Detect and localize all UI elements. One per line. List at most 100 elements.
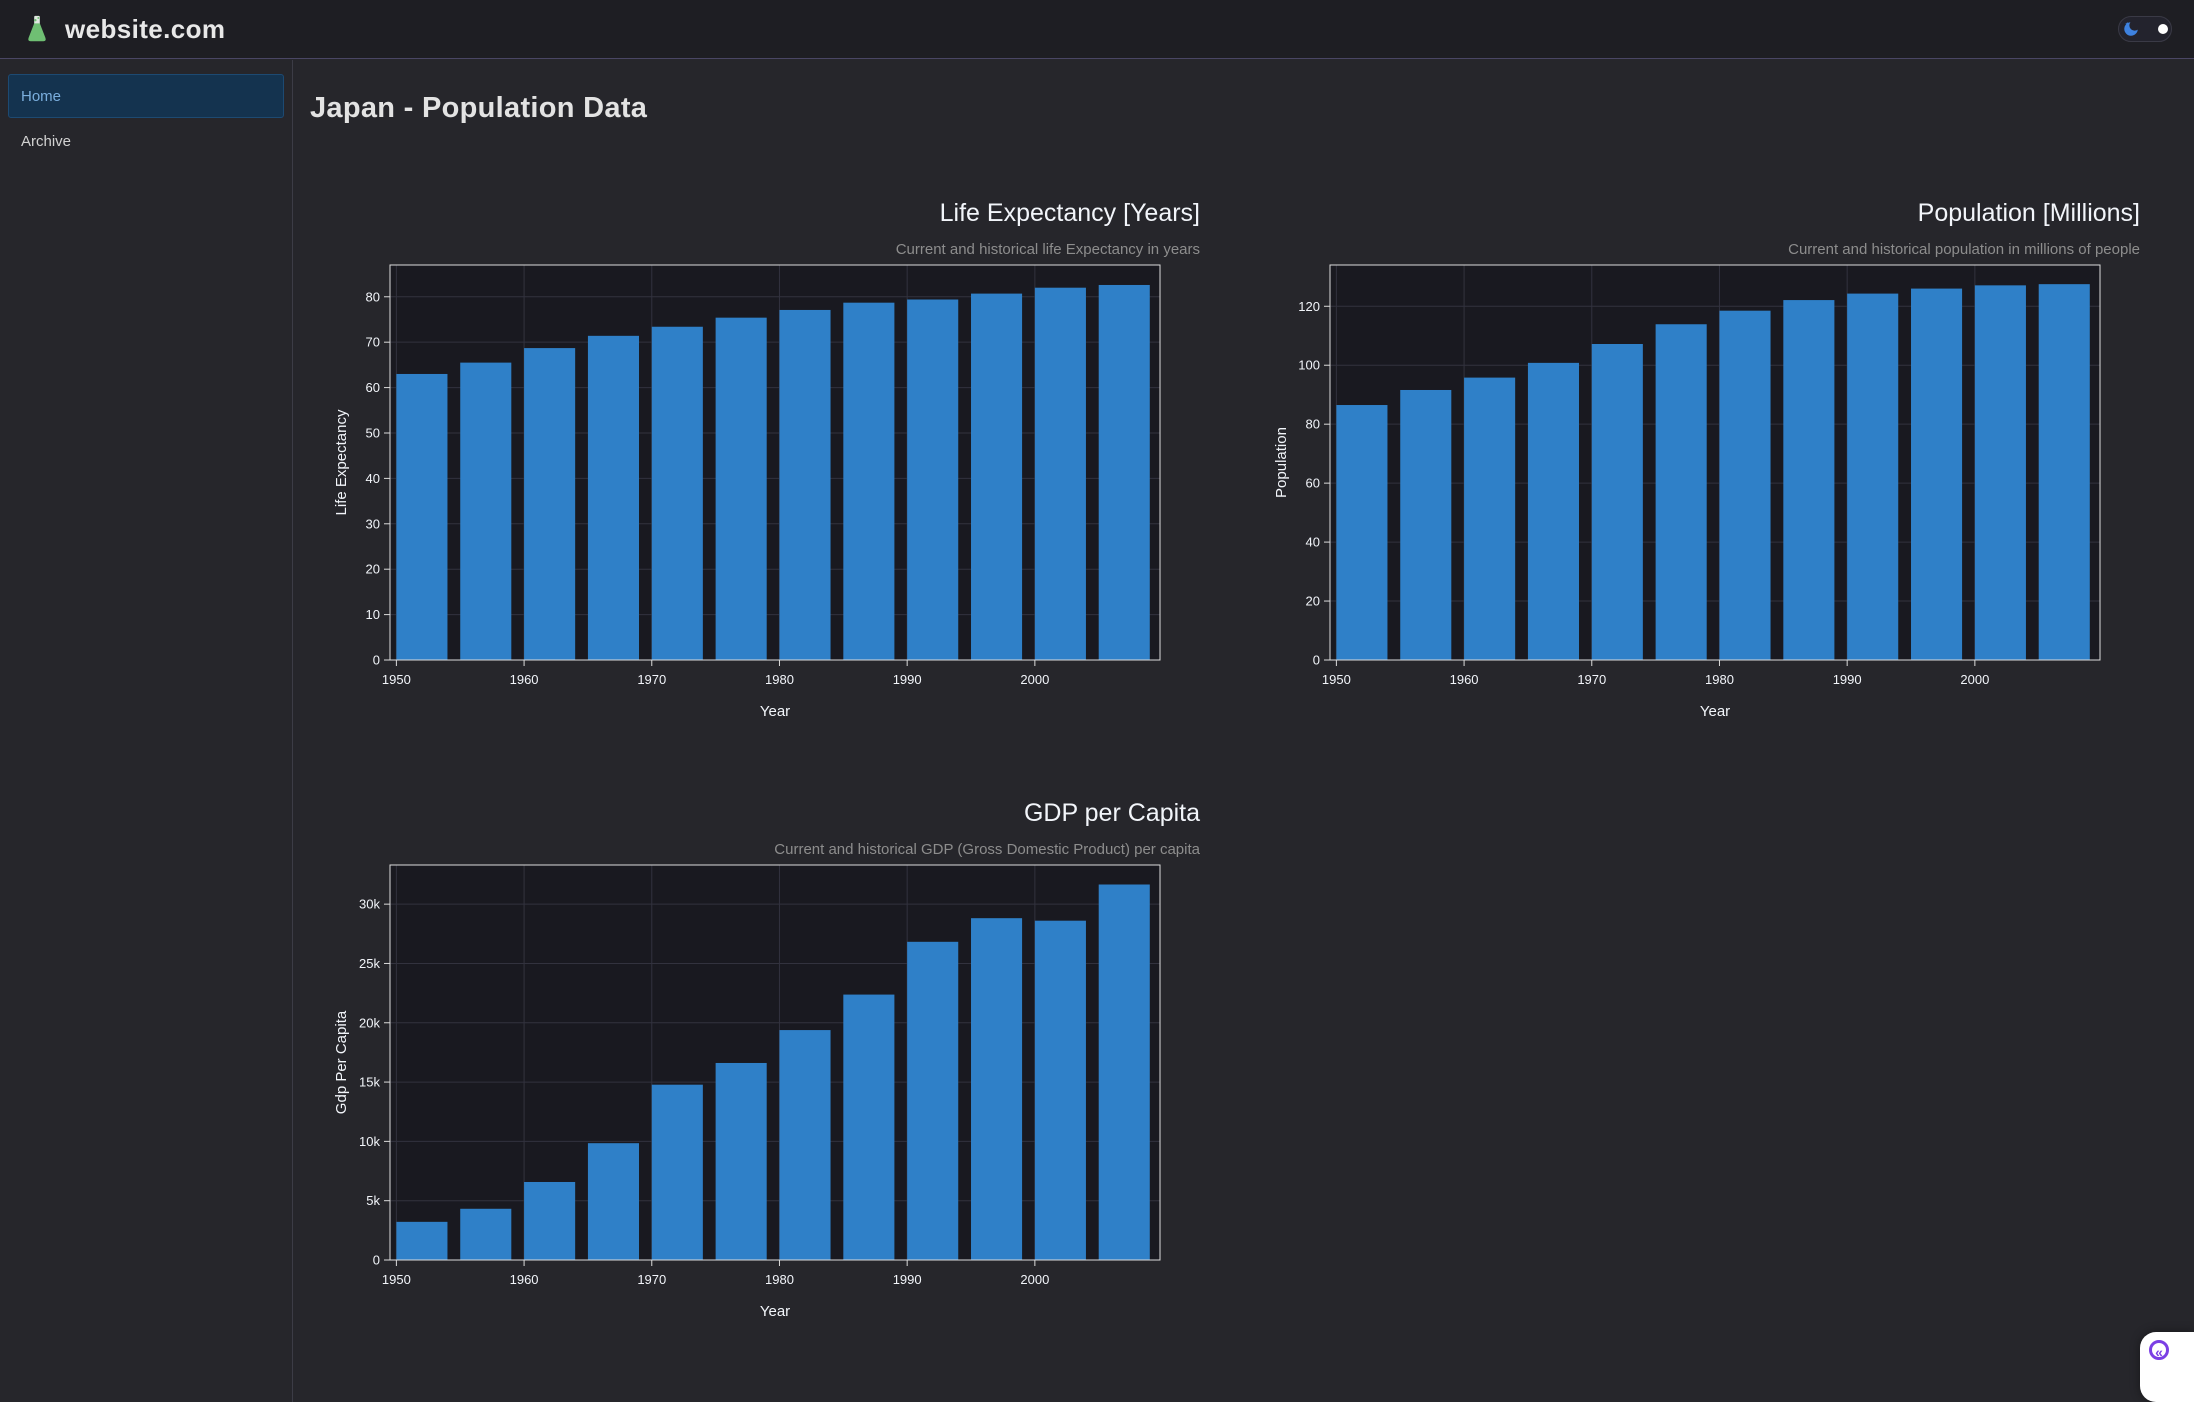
bar-1982[interactable] bbox=[1719, 310, 1771, 660]
brand[interactable]: website.com bbox=[22, 13, 225, 45]
gdp-per-capita-chart-svg: 1950 1960 1970 1980 1990 2000 0 5k 10k 15k 20k 25k 3… bbox=[333, 799, 1201, 1320]
bar-1992[interactable] bbox=[907, 299, 959, 660]
bar-1982[interactable] bbox=[779, 309, 831, 660]
y-axis-title: Life Expectancy bbox=[333, 409, 350, 515]
axis-box bbox=[389, 264, 1161, 661]
main-content: Japan - Population Data 1950 1960 1970 1980… bbox=[294, 60, 2194, 1402]
flask-logo-icon bbox=[28, 15, 46, 42]
y-tick-label: 30 bbox=[366, 516, 380, 531]
bar-2002[interactable] bbox=[1034, 287, 1086, 660]
bar-1997[interactable] bbox=[971, 293, 1023, 660]
life-expectancy-chart-svg: 1950 1960 1970 1980 1990 2000 0 10 20 30 40 50 60 70 8… bbox=[333, 199, 1200, 720]
bar-1987[interactable] bbox=[1783, 300, 1835, 660]
population-chart[interactable]: 1950 1960 1970 1980 1990 2000 0 20 40 60 80 100 120 P… bbox=[1250, 190, 2150, 730]
y-tick-label: 80 bbox=[366, 289, 380, 304]
y-tick-label: 10k bbox=[359, 1134, 380, 1149]
x-tick-label: 1980 bbox=[1705, 672, 1734, 687]
y-tick-label: 5k bbox=[366, 1193, 380, 1208]
bar-1957[interactable] bbox=[460, 1208, 512, 1260]
bar-2007[interactable] bbox=[1098, 284, 1150, 660]
bar-1952[interactable] bbox=[396, 1221, 448, 1260]
bar-1967[interactable] bbox=[587, 335, 640, 660]
bar-1952[interactable] bbox=[1336, 405, 1388, 660]
moon-stars-icon bbox=[2124, 21, 2138, 36]
toggle-knob bbox=[2158, 24, 2168, 34]
y-tick-label: 40 bbox=[1306, 535, 1320, 550]
debug-menu-toggle[interactable]: « bbox=[2140, 1332, 2194, 1402]
bar-2007[interactable] bbox=[1098, 884, 1150, 1260]
bar-1962[interactable] bbox=[524, 1181, 576, 1260]
x-tick-label: 1960 bbox=[1450, 672, 1479, 687]
y-tick-label: 0 bbox=[373, 1253, 380, 1268]
bar-1977[interactable] bbox=[1655, 324, 1707, 660]
y-tick-label: 0 bbox=[373, 653, 380, 668]
gdp-per-capita-chart-title: GDP per Capita bbox=[1024, 799, 1200, 827]
x-tick-label: 2000 bbox=[1960, 672, 1989, 687]
bar-1962[interactable] bbox=[1464, 377, 1516, 660]
x-tick-label: 1980 bbox=[765, 1272, 794, 1287]
bar-1957[interactable] bbox=[1400, 389, 1452, 660]
x-tick-label: 2000 bbox=[1020, 1272, 1049, 1287]
axis-box bbox=[389, 864, 1161, 1261]
y-tick-label: 20 bbox=[366, 562, 380, 577]
life-expectancy-chart-title: Life Expectancy [Years] bbox=[940, 199, 1200, 227]
bar-1992[interactable] bbox=[1847, 293, 1899, 660]
bar-1997[interactable] bbox=[1911, 288, 1963, 660]
y-axis-title: Population bbox=[1273, 427, 1290, 498]
bar-1972[interactable] bbox=[651, 1084, 703, 1260]
plot-area bbox=[390, 265, 1160, 660]
x-tick-label: 1970 bbox=[637, 672, 666, 687]
life-expectancy-chart[interactable]: 1950 1960 1970 1980 1990 2000 0 10 20 30 40 50 60 70 8… bbox=[310, 190, 1210, 730]
gdp-per-capita-chart-subtitle: Current and historical GDP (Gross Domest… bbox=[774, 841, 1200, 858]
y-tick-label: 60 bbox=[366, 380, 380, 395]
y-axis-title: Gdp Per Capita bbox=[333, 1010, 350, 1114]
x-axis-title: Year bbox=[760, 703, 790, 720]
site-title: website.com bbox=[65, 13, 226, 44]
x-tick-label: 1950 bbox=[382, 1272, 411, 1287]
sidebar-item-label: Archive bbox=[21, 132, 72, 150]
bar-1967[interactable] bbox=[587, 1143, 640, 1260]
y-tick-label: 80 bbox=[1306, 417, 1320, 432]
bar-1977[interactable] bbox=[715, 1062, 767, 1260]
bar-2007[interactable] bbox=[2038, 284, 2090, 660]
bar-1972[interactable] bbox=[1591, 344, 1643, 660]
population-chart-subtitle: Current and historical population in mil… bbox=[1788, 241, 2140, 258]
bar-1977[interactable] bbox=[715, 317, 767, 660]
bar-1957[interactable] bbox=[460, 362, 512, 660]
top-navbar: website.com bbox=[0, 0, 2194, 59]
bar-1962[interactable] bbox=[524, 348, 576, 660]
y-tick-label: 15k bbox=[359, 1075, 380, 1090]
y-tick-label: 25k bbox=[359, 956, 380, 971]
sidebar-item-home[interactable]: Home bbox=[8, 74, 284, 118]
dark-mode-toggle[interactable] bbox=[2118, 16, 2172, 42]
bar-2002[interactable] bbox=[1974, 285, 2026, 660]
axis-box bbox=[1329, 264, 2101, 661]
x-axis-title: Year bbox=[760, 1303, 790, 1320]
page-title: Japan - Population Data bbox=[310, 92, 648, 124]
x-axis-title: Year bbox=[1700, 703, 1730, 720]
y-tick-label: 20k bbox=[359, 1015, 380, 1030]
population-chart-title: Population [Millions] bbox=[1918, 199, 2140, 227]
bar-1992[interactable] bbox=[907, 941, 959, 1260]
x-tick-label: 1950 bbox=[382, 672, 411, 687]
bar-1952[interactable] bbox=[396, 373, 448, 660]
bar-1972[interactable] bbox=[651, 326, 703, 660]
bar-1987[interactable] bbox=[843, 302, 895, 660]
collapse-chevrons-icon: « bbox=[2149, 1340, 2169, 1360]
y-tick-label: 120 bbox=[1298, 299, 1320, 314]
bar-2002[interactable] bbox=[1034, 920, 1086, 1260]
bar-1997[interactable] bbox=[971, 918, 1023, 1260]
bar-1967[interactable] bbox=[1527, 362, 1580, 660]
sidebar-item-archive[interactable]: Archive bbox=[8, 124, 284, 158]
x-tick-label: 1960 bbox=[510, 672, 539, 687]
gdp-per-capita-chart[interactable]: 1950 1960 1970 1980 1990 2000 0 5k 10k 15k 20k 25k 3… bbox=[310, 790, 1210, 1330]
bar-1987[interactable] bbox=[843, 994, 895, 1260]
y-tick-label: 20 bbox=[1306, 594, 1320, 609]
y-tick-label: 50 bbox=[366, 425, 380, 440]
plot-area bbox=[390, 865, 1160, 1260]
y-tick-label: 10 bbox=[366, 607, 380, 622]
life-expectancy-chart-subtitle: Current and historical life Expectancy i… bbox=[896, 241, 1200, 258]
y-tick-label: 40 bbox=[366, 471, 380, 486]
bar-1982[interactable] bbox=[779, 1030, 831, 1260]
y-tick-label: 100 bbox=[1298, 358, 1320, 373]
